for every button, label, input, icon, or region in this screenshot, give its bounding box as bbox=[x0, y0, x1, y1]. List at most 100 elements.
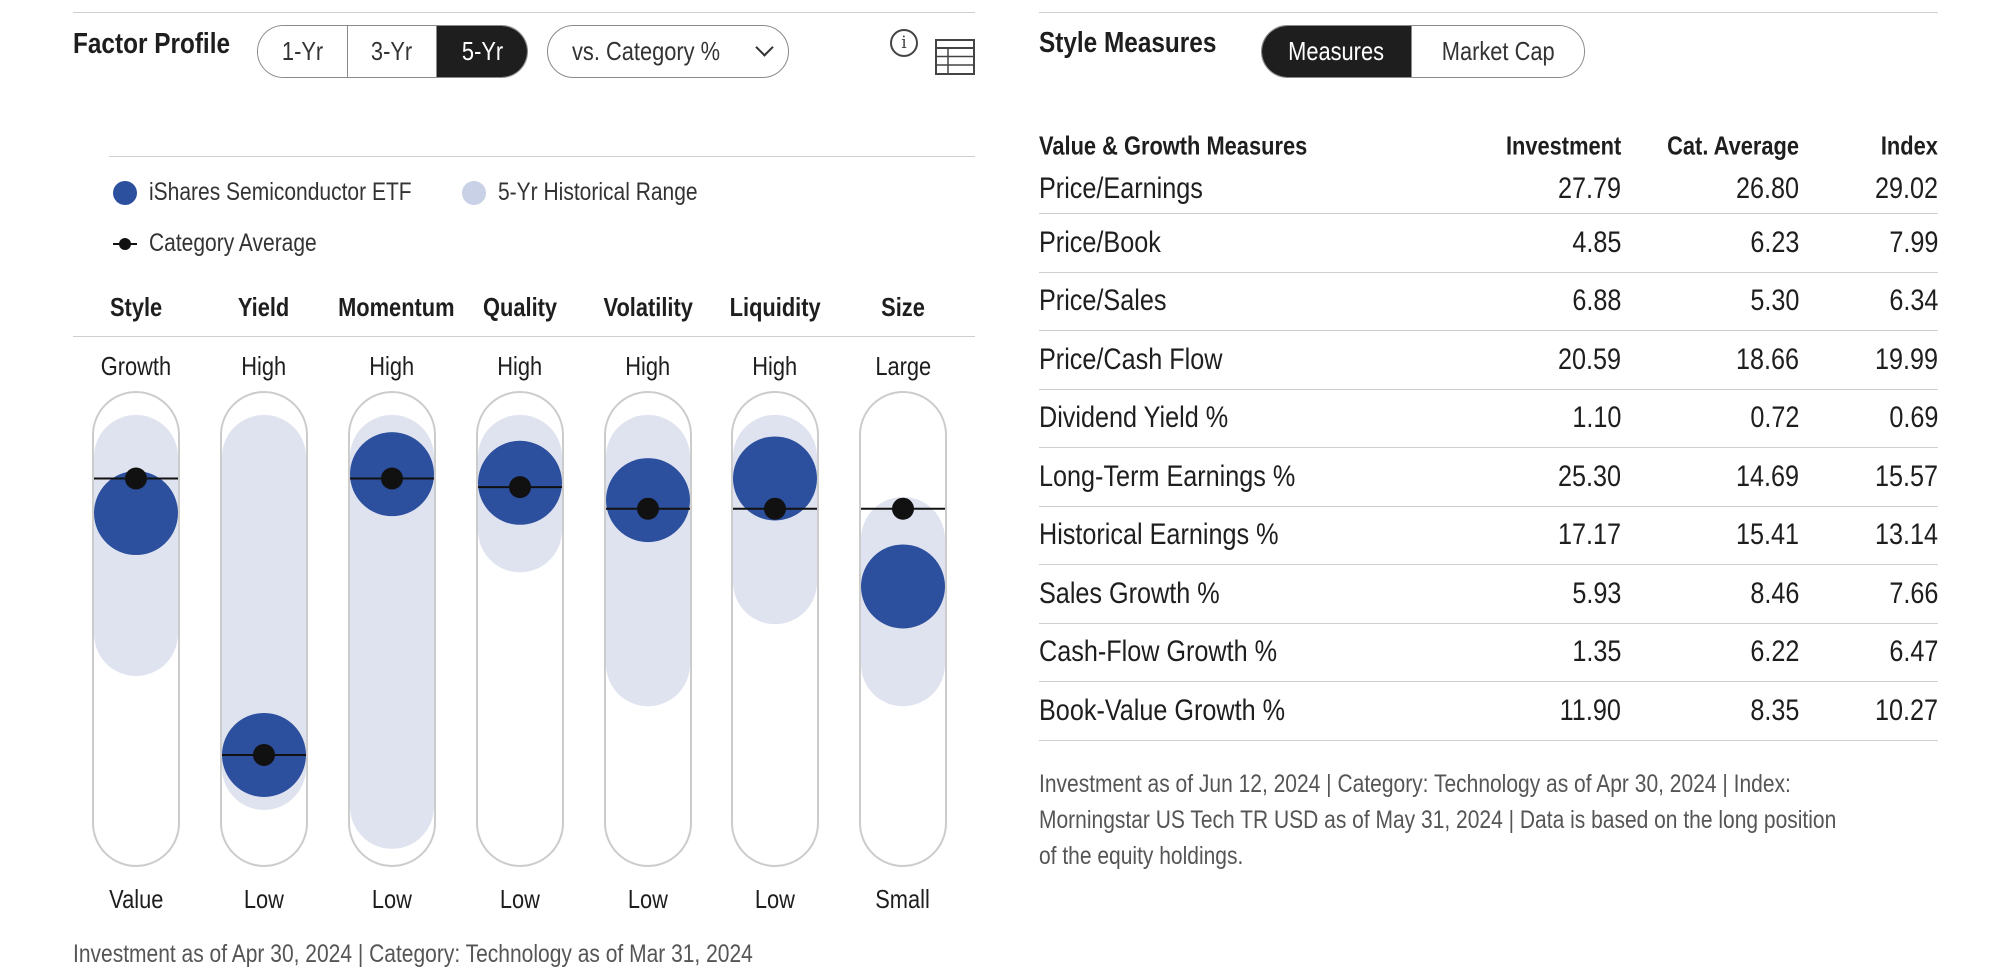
column-header-investment: Investment bbox=[1505, 130, 1621, 161]
factor-bottom-label-size: Small bbox=[875, 884, 931, 914]
factor-header-size: Size bbox=[881, 292, 925, 322]
cat-average-value: 18.66 bbox=[1735, 342, 1799, 376]
index-value: 6.34 bbox=[1888, 284, 1938, 318]
legend-range: 5-Yr Historical Range bbox=[462, 178, 736, 207]
legend-category: Category Average bbox=[113, 229, 349, 258]
factor-profile-chart bbox=[92, 391, 947, 867]
index-value: 10.27 bbox=[1874, 693, 1938, 727]
table-row: Sales Growth % 5.93 8.46 7.66 bbox=[1039, 565, 1938, 624]
factor-top-label-liquidity: High bbox=[752, 351, 798, 381]
index-value: 7.66 bbox=[1888, 576, 1938, 610]
style-measures-table: Value & Growth Measures Investment Cat. … bbox=[1039, 128, 1938, 741]
table-row: Dividend Yield % 1.10 0.72 0.69 bbox=[1039, 390, 1938, 448]
cat-average-value: 14.69 bbox=[1735, 459, 1799, 493]
factor-range-momentum bbox=[350, 414, 434, 849]
legend-divider bbox=[109, 156, 975, 157]
table-view-icon[interactable] bbox=[935, 39, 975, 75]
period-5yr-button[interactable]: 5-Yr bbox=[437, 26, 527, 77]
investment-value: 20.59 bbox=[1557, 342, 1621, 376]
column-header-cat-average: Cat. Average bbox=[1667, 130, 1799, 161]
factor-profile-title: Factor Profile bbox=[73, 28, 231, 60]
cat-average-value: 15.41 bbox=[1735, 518, 1799, 552]
header-divider bbox=[73, 336, 975, 337]
period-3yr-button[interactable]: 3-Yr bbox=[347, 26, 438, 77]
measure-name: Price/Earnings bbox=[1039, 171, 1203, 205]
index-value: 29.02 bbox=[1874, 171, 1938, 205]
table-row: Book-Value Growth % 11.90 8.35 10.27 bbox=[1039, 682, 1938, 741]
factor-top-label-momentum: High bbox=[369, 351, 415, 381]
top-divider-right bbox=[1039, 12, 1938, 13]
factor-top-label-size: Large bbox=[875, 351, 931, 381]
factor-fund-dot-liquidity bbox=[733, 436, 817, 521]
info-icon[interactable]: i bbox=[890, 29, 918, 57]
index-value: 7.99 bbox=[1888, 225, 1938, 259]
cat-average-value: 8.35 bbox=[1749, 693, 1799, 727]
table-header-row: Value & Growth Measures Investment Cat. … bbox=[1039, 128, 1938, 164]
investment-value: 5.93 bbox=[1571, 576, 1621, 610]
investment-value: 17.17 bbox=[1557, 518, 1621, 552]
style-measures-tabs: Measures Market Cap bbox=[1261, 25, 1585, 78]
measure-name: Price/Sales bbox=[1039, 284, 1167, 318]
cat-average-value: 26.80 bbox=[1735, 171, 1799, 205]
measure-name: Historical Earnings % bbox=[1039, 518, 1279, 552]
factor-bottom-label-quality: Low bbox=[499, 884, 541, 914]
table-row: Cash-Flow Growth % 1.35 6.22 6.47 bbox=[1039, 624, 1938, 682]
chevron-down-icon bbox=[755, 38, 774, 57]
index-value: 0.69 bbox=[1888, 401, 1938, 435]
index-value: 6.47 bbox=[1888, 635, 1938, 669]
table-row: Price/Cash Flow 20.59 18.66 19.99 bbox=[1039, 331, 1938, 390]
legend-fund-dot bbox=[113, 180, 137, 205]
index-value: 19.99 bbox=[1874, 342, 1938, 376]
measure-name: Book-Value Growth % bbox=[1039, 693, 1286, 727]
factor-category-dot-volatility bbox=[637, 497, 659, 520]
top-divider bbox=[73, 12, 975, 13]
table-row: Price/Book 4.85 6.23 7.99 bbox=[1039, 214, 1938, 273]
factor-header-liquidity: Liquidity bbox=[729, 292, 821, 322]
cat-average-value: 8.46 bbox=[1749, 576, 1799, 610]
factor-bottom-label-liquidity: Low bbox=[754, 884, 796, 914]
style-measures-title: Style Measures bbox=[1039, 27, 1217, 59]
legend-fund: iShares Semiconductor ETF bbox=[113, 178, 462, 207]
factor-header-volatility: Volatility bbox=[603, 292, 693, 322]
factor-bottom-label-volatility: Low bbox=[627, 884, 669, 914]
factor-header-style: Style bbox=[109, 292, 163, 322]
column-header-measure: Value & Growth Measures bbox=[1039, 130, 1308, 161]
compare-dropdown[interactable]: vs. Category % bbox=[547, 25, 789, 78]
factor-category-dot-momentum bbox=[381, 467, 403, 490]
table-row: Long-Term Earnings % 25.30 14.69 15.57 bbox=[1039, 448, 1938, 507]
measure-name: Price/Cash Flow bbox=[1039, 342, 1223, 376]
factor-category-dot-yield bbox=[253, 743, 275, 766]
factor-bottom-label-momentum: Low bbox=[371, 884, 413, 914]
table-row: Historical Earnings % 17.17 15.41 13.14 bbox=[1039, 507, 1938, 565]
factor-top-label-quality: High bbox=[497, 351, 543, 381]
tab-market-cap[interactable]: Market Cap bbox=[1412, 26, 1584, 77]
period-1yr-button[interactable]: 1-Yr bbox=[258, 26, 348, 77]
factor-fund-dot-size bbox=[861, 544, 945, 629]
factor-category-dot-quality bbox=[509, 476, 531, 499]
column-header-index: Index bbox=[1880, 130, 1938, 161]
index-value: 15.57 bbox=[1874, 459, 1938, 493]
factor-category-dot-liquidity bbox=[764, 497, 786, 520]
investment-value: 1.10 bbox=[1571, 401, 1621, 435]
tab-measures[interactable]: Measures bbox=[1262, 26, 1412, 77]
measure-name: Dividend Yield % bbox=[1039, 401, 1229, 435]
investment-value: 4.85 bbox=[1571, 225, 1621, 259]
period-toggle: 1-Yr 3-Yr 5-Yr bbox=[257, 25, 528, 78]
factor-profile-panel: Factor Profile 1-Yr 3-Yr 5-Yr vs. Catego… bbox=[0, 0, 980, 970]
factor-header-yield: Yield bbox=[238, 292, 290, 322]
cat-average-value: 0.72 bbox=[1749, 401, 1799, 435]
legend-category-marker bbox=[113, 232, 137, 256]
cat-average-value: 6.23 bbox=[1749, 225, 1799, 259]
factor-profile-footnote: Investment as of Apr 30, 2024 | Category… bbox=[73, 940, 753, 968]
investment-value: 25.30 bbox=[1557, 459, 1621, 493]
cat-average-value: 5.30 bbox=[1749, 284, 1799, 318]
factor-top-label-volatility: High bbox=[625, 351, 671, 381]
factor-top-label-yield: High bbox=[241, 351, 287, 381]
factor-header-quality: Quality bbox=[482, 292, 558, 322]
factor-top-label-style: Growth bbox=[100, 351, 172, 381]
investment-value: 1.35 bbox=[1571, 635, 1621, 669]
factor-bottom-label-style: Value bbox=[108, 884, 164, 914]
style-measures-footnote: Investment as of Jun 12, 2024 | Category… bbox=[1039, 770, 1837, 870]
index-value: 13.14 bbox=[1874, 518, 1938, 552]
factor-category-dot-size bbox=[892, 497, 914, 520]
